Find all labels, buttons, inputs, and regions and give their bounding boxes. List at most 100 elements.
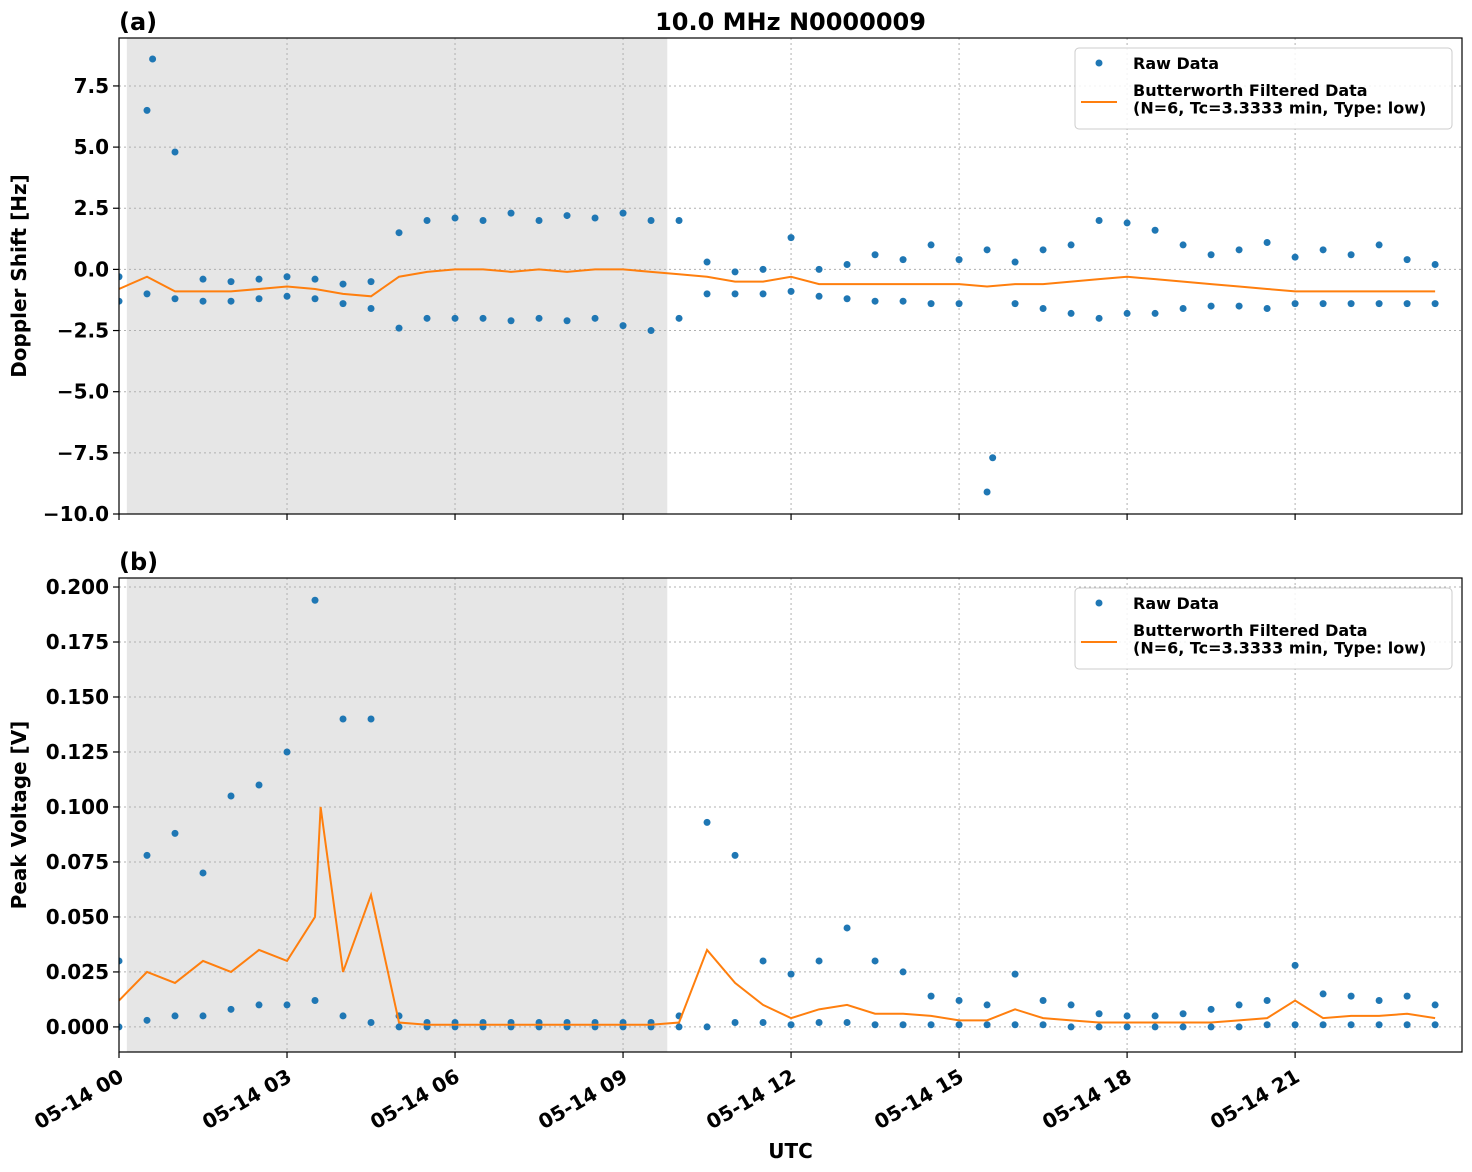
- raw-point: [1263, 1021, 1271, 1029]
- raw-point: [703, 290, 711, 298]
- night-shade: [126, 38, 668, 514]
- raw-point: [787, 970, 795, 978]
- legend-marker: [1095, 599, 1103, 607]
- y-tick-label: 0.000: [46, 1015, 109, 1039]
- raw-point: [843, 295, 851, 303]
- raw-point: [989, 454, 997, 462]
- raw-point: [1431, 300, 1439, 308]
- raw-point: [955, 997, 963, 1005]
- raw-point: [255, 1001, 263, 1009]
- raw-point: [1207, 302, 1215, 310]
- raw-point: [395, 324, 403, 332]
- raw-point: [1403, 1021, 1411, 1029]
- x-tick-label: 05-14 18: [1038, 1064, 1136, 1134]
- raw-point: [171, 148, 179, 156]
- y-tick-label: 0.050: [46, 905, 109, 929]
- raw-point: [227, 1005, 235, 1013]
- raw-point: [899, 297, 907, 305]
- raw-point: [927, 300, 935, 308]
- y-tick-label: 0.125: [46, 740, 109, 764]
- raw-point: [507, 317, 515, 325]
- raw-point: [1319, 1021, 1327, 1029]
- raw-point: [871, 297, 879, 305]
- raw-point: [1067, 1001, 1075, 1009]
- legend-label: Butterworth Filtered Data (N=6, Tc=3.3333…: [1133, 81, 1426, 118]
- x-tick-label: 05-14 09: [534, 1064, 632, 1134]
- raw-point: [647, 327, 655, 335]
- raw-point: [1403, 300, 1411, 308]
- raw-point: [143, 1016, 151, 1024]
- raw-point: [815, 265, 823, 273]
- raw-point: [955, 300, 963, 308]
- raw-point: [311, 295, 319, 303]
- legend-label: Raw Data: [1133, 54, 1219, 73]
- raw-point: [815, 1019, 823, 1027]
- raw-point: [1403, 256, 1411, 264]
- raw-point: [367, 305, 375, 313]
- legend-marker: [1095, 59, 1103, 67]
- raw-point: [1067, 309, 1075, 317]
- raw-point: [759, 290, 767, 298]
- raw-point: [479, 216, 487, 224]
- raw-point: [871, 957, 879, 965]
- raw-point: [815, 292, 823, 300]
- y-tick-label: 2.5: [74, 196, 109, 220]
- raw-point: [1375, 1021, 1383, 1029]
- panel-label: (b): [119, 548, 158, 576]
- raw-point: [395, 229, 403, 237]
- x-tick-label: 05-14 12: [702, 1064, 800, 1134]
- x-tick-label: 05-14 21: [1206, 1064, 1304, 1134]
- panel-label: (a): [119, 8, 157, 36]
- filtered-line: [119, 806, 1436, 1026]
- raw-point: [283, 292, 291, 300]
- raw-point: [1235, 1023, 1243, 1031]
- raw-point: [1123, 1023, 1131, 1031]
- raw-point: [1319, 246, 1327, 254]
- y-tick-label: 0.150: [46, 685, 109, 709]
- raw-point: [507, 209, 515, 217]
- legend-box: [1074, 47, 1453, 130]
- raw-point: [199, 275, 207, 283]
- raw-point: [1151, 1023, 1159, 1031]
- raw-point: [731, 290, 739, 298]
- y-tick-label: 0.200: [46, 575, 109, 599]
- raw-point: [199, 869, 207, 877]
- raw-point: [563, 317, 571, 325]
- raw-point: [591, 214, 599, 222]
- raw-point: [843, 261, 851, 269]
- raw-point: [1039, 997, 1047, 1005]
- raw-point: [983, 488, 991, 496]
- chart-title: 10.0 MHz N0000009: [655, 8, 926, 36]
- raw-point: [927, 1021, 935, 1029]
- raw-point: [171, 829, 179, 837]
- raw-point: [1151, 309, 1159, 317]
- raw-point: [423, 314, 431, 322]
- raw-point: [899, 256, 907, 264]
- raw-point: [1123, 1012, 1131, 1020]
- raw-point: [983, 1021, 991, 1029]
- axes-frame: [118, 37, 1463, 515]
- y-tick-label: 0.025: [46, 960, 109, 984]
- y-tick-label: −2.5: [57, 319, 109, 343]
- raw-point: [1207, 1023, 1215, 1031]
- y-tick-label: 0.0: [74, 257, 109, 281]
- raw-point: [1011, 300, 1019, 308]
- raw-point: [1039, 246, 1047, 254]
- raw-point: [731, 1019, 739, 1027]
- raw-point: [451, 314, 459, 322]
- raw-point: [1179, 305, 1187, 313]
- raw-point: [283, 748, 291, 756]
- raw-point: [283, 1001, 291, 1009]
- raw-point: [339, 1012, 347, 1020]
- y-tick-label: −10.0: [43, 502, 109, 526]
- raw-point: [1347, 992, 1355, 1000]
- raw-point: [143, 290, 151, 298]
- raw-point: [535, 216, 543, 224]
- raw-point: [1431, 1001, 1439, 1009]
- raw-point: [1291, 961, 1299, 969]
- raw-point: [1095, 1010, 1103, 1018]
- raw-point: [311, 275, 319, 283]
- legend-label: Butterworth Filtered Data (N=6, Tc=3.3333…: [1133, 621, 1426, 658]
- raw-point: [367, 278, 375, 286]
